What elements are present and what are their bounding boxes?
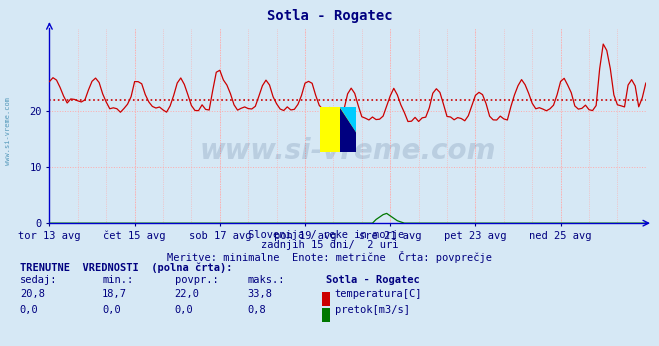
Text: min.:: min.: xyxy=(102,275,133,285)
Text: 0,0: 0,0 xyxy=(102,305,121,315)
Text: 20,8: 20,8 xyxy=(20,289,45,299)
Text: Sotla - Rogatec: Sotla - Rogatec xyxy=(326,275,420,285)
Text: pretok[m3/s]: pretok[m3/s] xyxy=(335,305,410,315)
Text: 22,0: 22,0 xyxy=(175,289,200,299)
Polygon shape xyxy=(339,132,356,152)
Text: povpr.:: povpr.: xyxy=(175,275,218,285)
Text: 33,8: 33,8 xyxy=(247,289,272,299)
Text: 0,0: 0,0 xyxy=(20,305,38,315)
Text: TRENUTNE  VREDNOSTI  (polna črta):: TRENUTNE VREDNOSTI (polna črta): xyxy=(20,263,232,273)
Text: maks.:: maks.: xyxy=(247,275,285,285)
Text: 18,7: 18,7 xyxy=(102,289,127,299)
Text: Sotla - Rogatec: Sotla - Rogatec xyxy=(267,9,392,22)
Polygon shape xyxy=(320,107,339,152)
Polygon shape xyxy=(320,107,356,152)
Text: 0,0: 0,0 xyxy=(175,305,193,315)
Text: www.si-vreme.com: www.si-vreme.com xyxy=(200,137,496,165)
Text: Slovenija / reke in morje.: Slovenija / reke in morje. xyxy=(248,230,411,240)
Text: sedaj:: sedaj: xyxy=(20,275,57,285)
Polygon shape xyxy=(339,107,356,132)
Text: temperatura[C]: temperatura[C] xyxy=(335,289,422,299)
Polygon shape xyxy=(339,107,356,132)
Text: 0,8: 0,8 xyxy=(247,305,266,315)
Text: Meritve: minimalne  Enote: metrične  Črta: povprečje: Meritve: minimalne Enote: metrične Črta:… xyxy=(167,251,492,263)
Polygon shape xyxy=(339,107,356,152)
Text: www.si-vreme.com: www.si-vreme.com xyxy=(5,98,11,165)
Text: zadnjih 15 dni/  2 uri: zadnjih 15 dni/ 2 uri xyxy=(261,240,398,251)
